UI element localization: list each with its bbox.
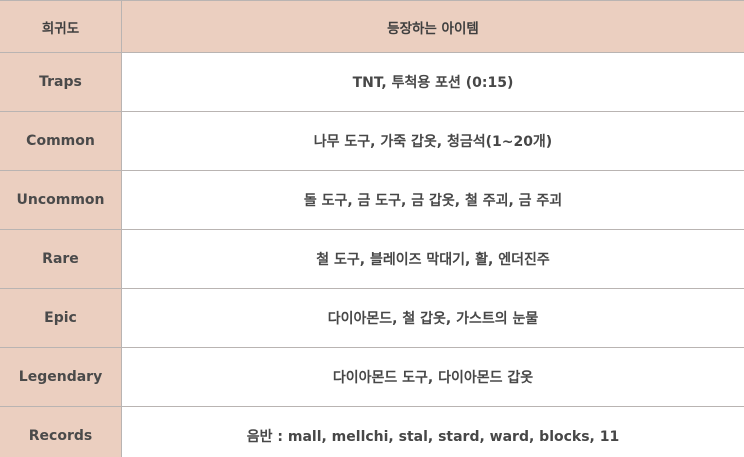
items-cell: 음반 : mall, mellchi, stal, stard, ward, b… [121,406,744,457]
rarity-cell: Uncommon [0,170,122,230]
items-cell: 다이아몬드 도구, 다이아몬드 갑옷 [121,347,744,407]
rarity-cell: Traps [0,52,122,112]
rarity-cell: Legendary [0,347,122,407]
table-body: Traps TNT, 투척용 포션 (0:15) Common 나무 도구, 가… [0,52,744,457]
rarity-cell: Common [0,111,122,171]
rarity-cell: Records [0,406,122,457]
header-rarity: 희귀도 [0,0,122,53]
table-row: Uncommon 돌 도구, 금 도구, 금 갑옷, 철 주괴, 금 주괴 [0,170,744,230]
items-cell: 나무 도구, 가죽 갑옷, 청금석(1~20개) [121,111,744,171]
items-cell: 철 도구, 블레이즈 막대기, 활, 엔더진주 [121,229,744,289]
rarity-cell: Epic [0,288,122,348]
items-cell: 다이아몬드, 철 갑옷, 가스트의 눈물 [121,288,744,348]
items-cell: 돌 도구, 금 도구, 금 갑옷, 철 주괴, 금 주괴 [121,170,744,230]
header-row: 희귀도 등장하는 아이템 [0,0,744,53]
rarity-cell: Rare [0,229,122,289]
items-cell: TNT, 투척용 포션 (0:15) [121,52,744,112]
table-row: Epic 다이아몬드, 철 갑옷, 가스트의 눈물 [0,288,744,348]
table-row: Common 나무 도구, 가죽 갑옷, 청금석(1~20개) [0,111,744,171]
header-items: 등장하는 아이템 [121,0,744,53]
table-row: Legendary 다이아몬드 도구, 다이아몬드 갑옷 [0,347,744,407]
table-row: Traps TNT, 투척용 포션 (0:15) [0,52,744,112]
table-row: Rare 철 도구, 블레이즈 막대기, 활, 엔더진주 [0,229,744,289]
table-header: 희귀도 등장하는 아이템 [0,0,744,53]
table-row: Records 음반 : mall, mellchi, stal, stard,… [0,406,744,457]
